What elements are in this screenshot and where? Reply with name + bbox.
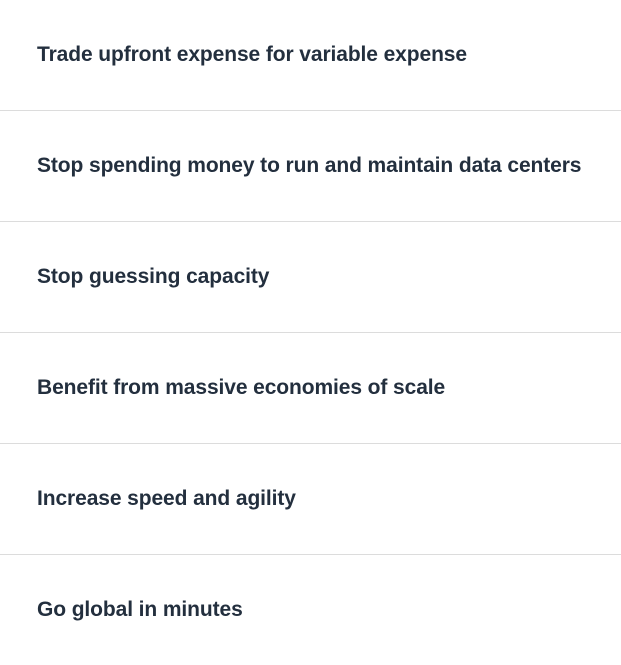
benefit-item-label: Go global in minutes (37, 598, 243, 621)
benefit-item-economies-of-scale[interactable]: Benefit from massive economies of scale (0, 333, 621, 444)
benefit-item-label: Benefit from massive economies of scale (37, 376, 446, 399)
benefit-item-label: Stop spending money to run and maintain … (37, 154, 582, 177)
benefit-item-trade-upfront-expense[interactable]: Trade upfront expense for variable expen… (0, 0, 621, 111)
benefit-item-stop-spending-data-centers[interactable]: Stop spending money to run and maintain … (0, 111, 621, 222)
benefit-item-label: Stop guessing capacity (37, 265, 270, 288)
benefit-item-label: Trade upfront expense for variable expen… (37, 43, 467, 66)
benefit-item-speed-and-agility[interactable]: Increase speed and agility (0, 444, 621, 555)
benefit-item-stop-guessing-capacity[interactable]: Stop guessing capacity (0, 222, 621, 333)
benefit-item-go-global[interactable]: Go global in minutes (0, 555, 621, 665)
benefit-item-label: Increase speed and agility (37, 487, 296, 510)
